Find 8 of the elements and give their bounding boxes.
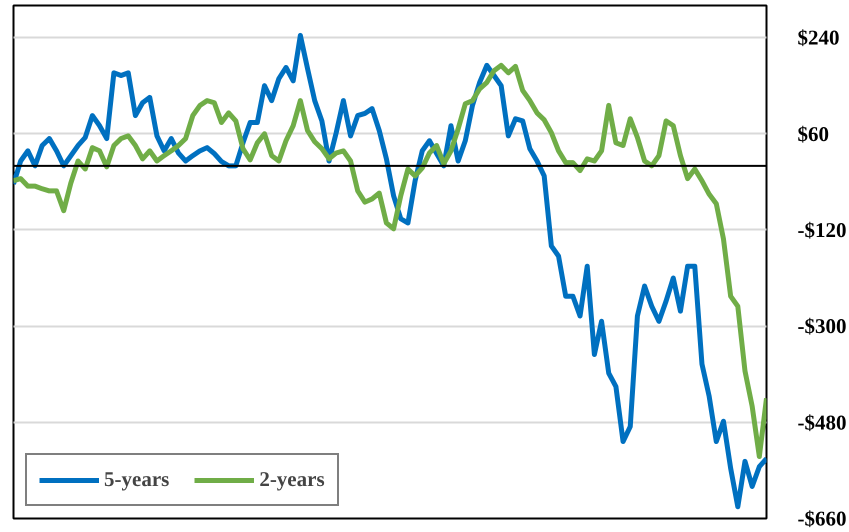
legend-label: 2-years [259, 467, 325, 492]
y-tick-label: $240 [798, 26, 840, 50]
y-tick-label: $60 [798, 122, 829, 146]
y-tick-label: -$120 [798, 218, 846, 242]
y-tick-label: -$480 [798, 410, 846, 434]
legend-label: 5-years [104, 467, 170, 492]
y-tick-label: -$300 [798, 314, 846, 338]
y-tick-label: -$660 [798, 506, 846, 530]
